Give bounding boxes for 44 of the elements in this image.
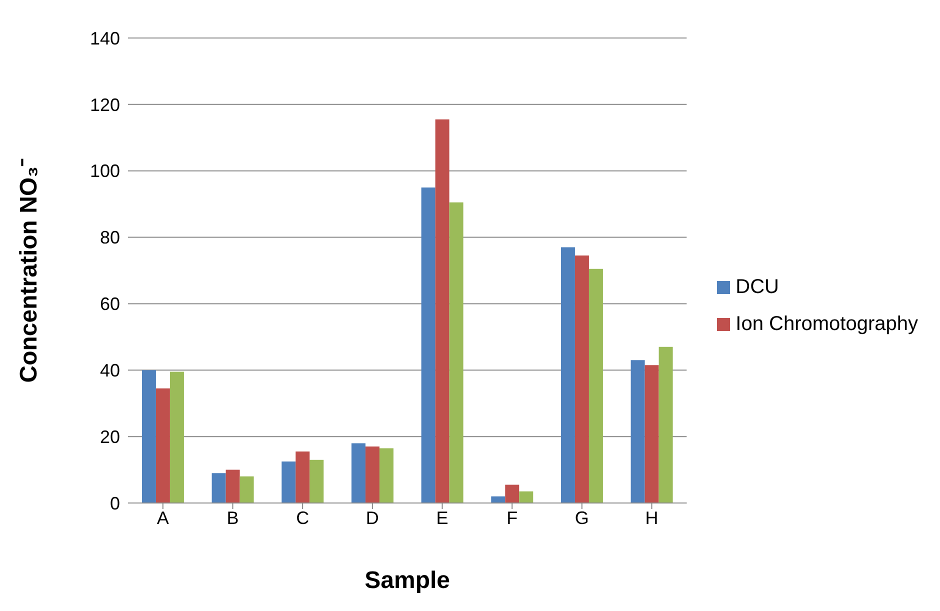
y-tick-label: 60 [100, 294, 120, 314]
x-tick-label: H [645, 508, 658, 528]
x-tick-label: C [296, 508, 310, 528]
bar [226, 470, 240, 503]
y-tick-label: 100 [90, 161, 120, 182]
y-tick-label: 80 [100, 228, 120, 248]
bar [240, 476, 254, 503]
bar [644, 365, 659, 503]
y-axis-title: Concentration NO₃⁻ [16, 158, 43, 383]
x-tick-label: A [156, 508, 169, 528]
y-tick-label: 120 [90, 94, 120, 115]
y-tick-label: 40 [100, 360, 120, 381]
y-tick-label: 0 [110, 493, 120, 514]
bar [351, 443, 366, 503]
y-tick-label: 140 [90, 28, 120, 48]
bar [142, 370, 156, 503]
bar [379, 448, 394, 503]
bar [588, 268, 603, 503]
x-tick-label: B [226, 508, 239, 528]
x-axis-title: Sample [364, 567, 450, 594]
bar [310, 460, 324, 503]
bar [170, 372, 184, 503]
bar [491, 496, 506, 503]
bar [156, 388, 170, 503]
bar [658, 346, 673, 503]
bar [365, 446, 380, 503]
legend-label: Ion Chromotography [736, 312, 918, 336]
x-tick-label: D [366, 508, 379, 528]
bar [296, 452, 310, 503]
bar [435, 119, 450, 503]
bar [574, 256, 589, 503]
bar [505, 484, 520, 503]
bar [212, 473, 226, 503]
x-tick-label: F [506, 508, 518, 528]
y-tick-label: 20 [100, 426, 120, 447]
bar [449, 202, 464, 503]
bar [630, 360, 645, 503]
x-tick-label: G [574, 508, 589, 528]
legend-label: DCU [736, 276, 780, 298]
bar [560, 247, 575, 503]
bar [421, 187, 436, 503]
x-tick-label: E [436, 508, 448, 528]
bar [282, 461, 296, 503]
bar [519, 491, 534, 503]
